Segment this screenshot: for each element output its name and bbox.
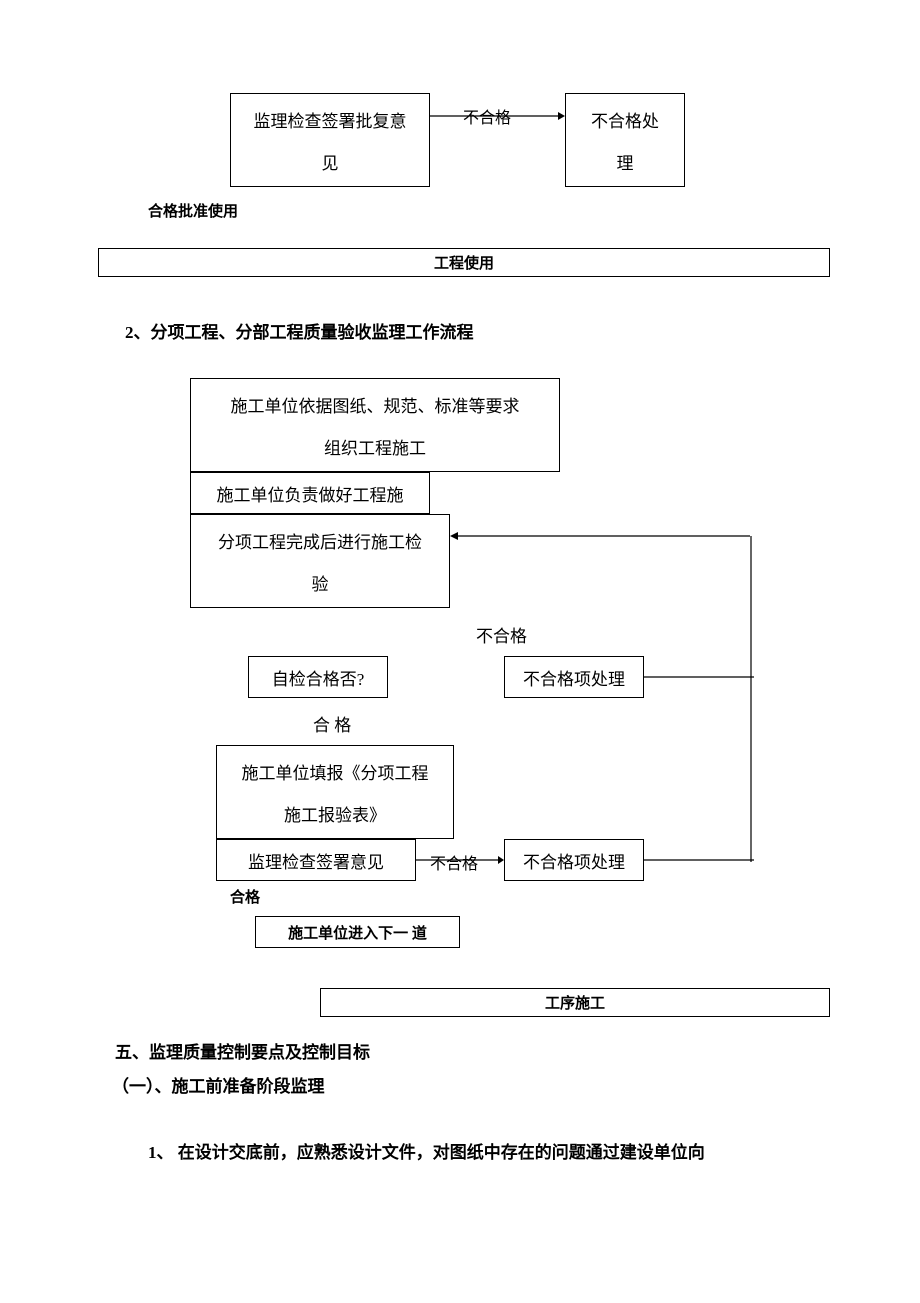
paragraph-1: 1、 在设计交底前，应熟悉设计文件，对图纸中存在的问题通过建设单位向: [148, 1138, 705, 1163]
arrow-feedback-to-n3: [450, 530, 750, 550]
node-n1: 施工单位依据图纸、规范、标准等要求 组织工程施工: [190, 378, 560, 472]
n4-text: 自检合格否?: [272, 665, 365, 690]
line-n5-right: [644, 676, 754, 680]
section2-title: 2、分项工程、分部工程质量验收监理工作流程: [125, 318, 474, 343]
n7-text: 监理检查签署意见: [248, 848, 384, 873]
box-text-line2: 见: [322, 149, 339, 174]
n3-line1: 分项工程完成后进行施工检: [218, 528, 422, 553]
n9-text: 施工单位进入下一 道: [288, 922, 427, 943]
label-fail-top: 不合格: [476, 622, 527, 647]
bar-text: 工程使用: [434, 256, 494, 272]
bar-bottom-text: 工序施工: [545, 996, 605, 1012]
n8-text: 不合格项处理: [523, 848, 625, 873]
node-n5: 不合格项处理: [504, 656, 644, 698]
box-supervise-review: 监理检查签署批复意 见: [230, 93, 430, 187]
n6-line1: 施工单位填报《分项工程: [242, 759, 429, 784]
bar-engineering-use: 工程使用: [98, 248, 830, 277]
box-fail-handle: 不合格处 理: [565, 93, 685, 187]
bar-process-bottom: 工序施工: [320, 988, 830, 1017]
n1-line1: 施工单位依据图纸、规范、标准等要求: [231, 392, 520, 417]
node-n2: 施工单位负责做好工程施: [190, 472, 430, 514]
n2-text: 施工单位负责做好工程施: [217, 481, 404, 506]
edge-label-fail-top: 不合格: [463, 104, 511, 128]
line-right-vertical: [750, 536, 756, 862]
n3-line2: 验: [312, 570, 329, 595]
label-pass2: 合格: [230, 886, 260, 907]
node-n9: 施工单位进入下一 道: [255, 916, 460, 948]
box-text-line1: 不合格处: [591, 107, 659, 132]
node-n8: 不合格项处理: [504, 839, 644, 881]
node-n6: 施工单位填报《分项工程 施工报验表》: [216, 745, 454, 839]
n5-text: 不合格项处理: [523, 665, 625, 690]
heading-five-one: （一）、施工前准备阶段监理: [112, 1072, 325, 1097]
edge-label-fail2: 不合格: [430, 850, 478, 874]
node-n7: 监理检查签署意见: [216, 839, 416, 881]
box-text-line2: 理: [617, 149, 634, 174]
label-pass: 合 格: [313, 711, 351, 736]
node-n4: 自检合格否?: [248, 656, 388, 698]
box-text-line1: 监理检查签署批复意: [254, 107, 407, 132]
node-n3: 分项工程完成后进行施工检 验: [190, 514, 450, 608]
label-approve-use: 合格批准使用: [148, 200, 238, 221]
line-n8-right: [644, 859, 754, 863]
n1-line2: 组织工程施工: [324, 434, 426, 459]
heading-five: 五、监理质量控制要点及控制目标: [115, 1038, 370, 1063]
n6-line2: 施工报验表》: [284, 801, 386, 826]
